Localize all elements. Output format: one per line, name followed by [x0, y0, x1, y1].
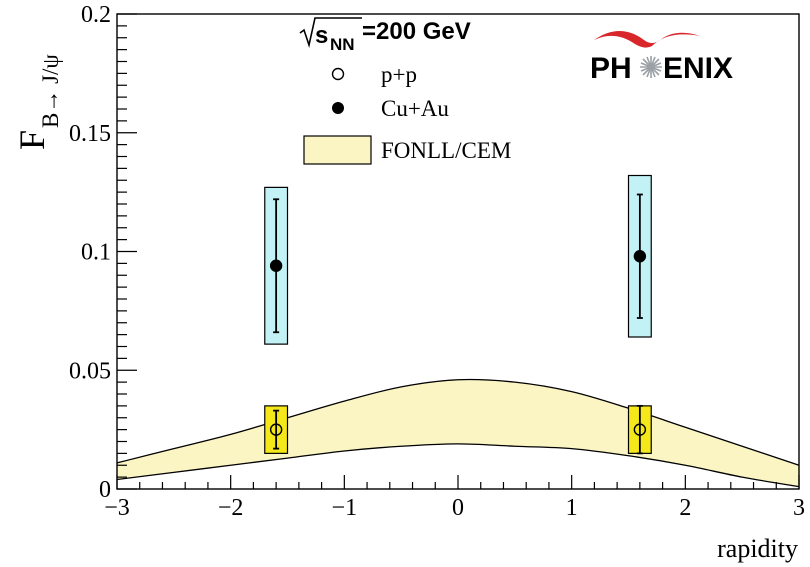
data-point-layer — [269, 250, 647, 436]
x-tick-label: 3 — [793, 495, 805, 521]
data-point-pp-1 — [633, 423, 647, 436]
x-tick-label: −1 — [332, 495, 358, 521]
x-tick-label: 2 — [679, 495, 691, 521]
legend: p+p Cu+Au FONLL/CEM — [303, 62, 511, 165]
x-axis-title: rapidity — [717, 534, 798, 563]
axis-ticks — [116, 13, 800, 490]
logo-text-left: PH — [590, 52, 632, 85]
legend-label-band: FONLL/CEM — [381, 138, 511, 163]
y-tick-label: 0.1 — [81, 240, 111, 266]
legend-label-cuau: Cu+Au — [381, 96, 449, 121]
legend-marker-pp — [331, 67, 345, 81]
logo-text-right: ENIX — [663, 52, 733, 85]
y-axis-title-main: F — [12, 130, 52, 150]
sqrt-symbol — [299, 17, 362, 48]
y-tick-label: 0.05 — [69, 358, 111, 384]
y-tick-label: 0.2 — [81, 2, 111, 28]
data-point-pp-0 — [269, 423, 283, 436]
legend-swatch-band — [303, 135, 372, 165]
y-tick-label: 0 — [99, 477, 111, 503]
y-axis-title: F B→ J/ψ — [12, 54, 63, 150]
energy-label: s NN =200 GeV — [299, 17, 471, 54]
logo-star-icon — [640, 56, 662, 78]
axis-tick-labels: −3 −2 −1 0 1 2 3 0 0.05 0.1 0.15 0.2 — [69, 2, 805, 521]
x-tick-label: −2 — [218, 495, 244, 521]
model-band-lower-edge — [116, 443, 800, 488]
energy-value: =200 GeV — [362, 18, 471, 45]
x-tick-label: 1 — [566, 495, 578, 521]
energy-sqrt-variable: s — [315, 22, 328, 49]
model-band-upper-edge — [116, 378, 800, 466]
logo-swoosh — [594, 31, 700, 48]
model-band-layer — [116, 378, 800, 488]
legend-label-pp: p+p — [381, 62, 417, 87]
data-point-cuau-0 — [269, 259, 283, 272]
x-tick-label: 0 — [452, 495, 464, 521]
y-axis-title-sub: B→ J/ψ — [38, 54, 63, 128]
data-point-cuau-1 — [633, 250, 647, 263]
legend-marker-cuau — [332, 102, 344, 114]
y-tick-label: 0.15 — [69, 121, 111, 147]
phenix-logo: PH ENIX — [590, 31, 733, 85]
x-tick-label: −3 — [104, 495, 130, 521]
model-band-fill — [117, 379, 799, 487]
energy-subscript: NN — [330, 35, 355, 54]
